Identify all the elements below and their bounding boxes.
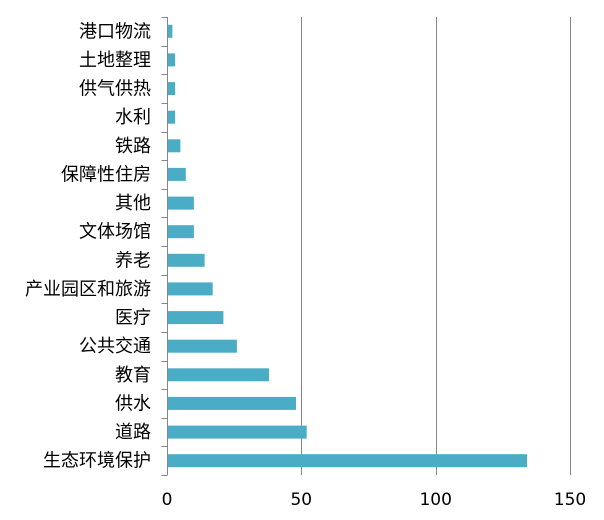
bar-3: [167, 368, 270, 382]
category-label-12: 水利: [115, 107, 151, 128]
category-label-1: 道路: [115, 422, 151, 443]
category-label-11: 铁路: [115, 136, 151, 157]
category-label-15: 港口物流: [79, 21, 151, 42]
bar-14: [167, 53, 176, 67]
bar-15: [167, 24, 173, 38]
category-label-13: 供气供热: [79, 79, 151, 100]
bar-1: [167, 425, 307, 439]
bar-0: [167, 454, 527, 468]
category-label-6: 产业园区和旅游: [25, 279, 151, 300]
axes: [161, 17, 168, 476]
x-tick-label-0: 0: [162, 490, 173, 510]
bar-2: [167, 396, 296, 410]
category-labels: 生态环境保护 道路 供水 教育 公共交通 医疗 产业园区和旅游 养老 文体场馆 其他 保障性住房 铁路…: [25, 21, 151, 471]
category-label-9: 其他: [115, 193, 151, 214]
bar-7: [167, 253, 205, 267]
bars: [167, 24, 527, 468]
x-tick-label-50: 50: [290, 490, 312, 510]
bar-13: [167, 82, 176, 96]
bar-9: [167, 196, 194, 210]
category-label-7: 养老: [115, 250, 151, 271]
gridlines: [301, 17, 571, 475]
category-label-3: 教育: [115, 365, 151, 386]
bar-5: [167, 311, 224, 325]
category-label-2: 供水: [115, 393, 151, 414]
bar-11: [167, 139, 181, 153]
bar-10: [167, 167, 186, 181]
bar-4: [167, 339, 237, 353]
category-label-10: 保障性住房: [61, 164, 151, 185]
x-tick-label-150: 150: [554, 490, 586, 510]
bar-8: [167, 225, 194, 239]
bar-12: [167, 110, 176, 124]
x-tick-labels: 0 50 100 150: [162, 490, 587, 510]
category-label-0: 生态环境保护: [43, 451, 151, 472]
category-label-4: 公共交通: [79, 336, 151, 357]
bar-6: [167, 282, 213, 296]
x-tick-label-100: 100: [419, 490, 451, 510]
category-label-8: 文体场馆: [79, 222, 151, 243]
category-label-5: 医疗: [115, 308, 151, 329]
category-label-14: 土地整理: [79, 50, 151, 71]
